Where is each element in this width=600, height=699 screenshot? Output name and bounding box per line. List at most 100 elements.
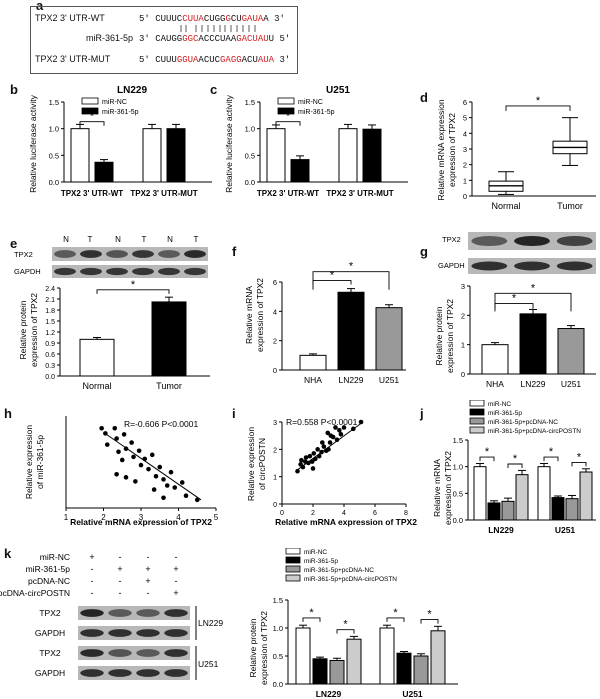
- data-point: [121, 432, 127, 437]
- condition-label: pcDNA-circPOSTN: [0, 588, 70, 598]
- condition-sign: -: [175, 552, 178, 562]
- bar: [579, 471, 593, 521]
- y-tick-label: 3: [461, 282, 465, 291]
- significance-bracket: [302, 617, 321, 622]
- data-point: [138, 462, 144, 468]
- data-point: [327, 440, 333, 445]
- data-point: [325, 430, 331, 436]
- sequence-segment: GGC: [182, 34, 199, 44]
- y-tick-label: 1: [461, 341, 465, 350]
- data-point: [172, 485, 178, 490]
- chart-e: N T N T N T TPX2 GAPDH Relative protein expressio…: [14, 235, 210, 391]
- y-axis-label-line2: expression of TPX2: [445, 299, 455, 373]
- significance-star: *: [349, 261, 354, 273]
- panel-b-label: b: [10, 82, 18, 97]
- blot-label: TPX2: [442, 235, 461, 244]
- bar: [70, 128, 90, 183]
- bar: [481, 344, 509, 375]
- lane-label: N: [63, 235, 69, 244]
- chart-c: U251 Relative luciferase activity 0.0 0.5 1.…: [224, 85, 408, 198]
- data-point: [168, 469, 174, 475]
- data-point: [183, 493, 189, 499]
- y-axis-label: Relative luciferase activity: [28, 94, 38, 193]
- x-tick-label: U251: [402, 689, 423, 699]
- blot-band: [514, 261, 550, 271]
- legend-swatch: [277, 107, 295, 115]
- chart-g: TPX2 GAPDH Relative protein expression of T…: [434, 232, 596, 389]
- y-tick-label: 1.0: [245, 125, 255, 134]
- data-point: [320, 440, 325, 445]
- y-axis-label-line2: expression of TPX2: [443, 451, 453, 525]
- data-point: [116, 449, 121, 455]
- y-tick-label: 2: [463, 161, 467, 170]
- blot-band: [136, 609, 160, 617]
- x-tick-label: 5: [214, 513, 219, 522]
- x-tick-label: Tumor: [156, 381, 182, 391]
- sequence-segment: A: [263, 14, 269, 24]
- y-tick-label: 2: [273, 337, 277, 346]
- y-tick-label: 0: [273, 366, 277, 375]
- y-tick-label: 0.6: [45, 352, 55, 359]
- blot-label: GAPDH: [438, 261, 465, 270]
- data-point: [310, 466, 316, 471]
- x-tick-label: U251: [379, 375, 400, 385]
- legend-label: miR-361-5p+pcDNA-circPOSTN: [488, 428, 581, 435]
- chart-i: 0 2 4 6 8 0 1 2 3 R=0.558 P<0.0001 Relative mRNA e…: [246, 417, 417, 527]
- bar: [430, 630, 446, 685]
- sequence-segment: CUUUC: [155, 14, 183, 24]
- blot-label: TPX2: [39, 648, 61, 658]
- x-tick-label: 2: [101, 513, 106, 522]
- chart-b: LN229 Relative luciferase activity 0.0 0.5 1…: [28, 85, 212, 198]
- y-tick-label: 0.3: [45, 363, 55, 370]
- significance-star: *: [536, 95, 541, 107]
- blot-band: [80, 649, 104, 657]
- data-point: [179, 480, 185, 485]
- data-point: [338, 432, 344, 437]
- data-point: [341, 425, 347, 430]
- blot-band: [158, 250, 180, 258]
- panel-i-label: i: [232, 406, 236, 421]
- panel-k-label: k: [4, 546, 12, 561]
- y-axis-label: Relative mRNA: [432, 459, 442, 517]
- legend-label: miR-361-5p+pcDNA-NC: [488, 419, 558, 426]
- y-axis-label-line2: expression of TPX2: [259, 611, 269, 685]
- sequence-text: 5' CUUUGGUAACUCGAGGACUAUA 3': [139, 55, 290, 65]
- data-point: [194, 497, 200, 503]
- x-tick-label: LN229: [316, 689, 342, 699]
- data-point: [161, 495, 166, 501]
- condition-sign: -: [119, 576, 122, 586]
- data-point: [321, 444, 327, 449]
- sequence-segment: CUGG: [203, 14, 226, 24]
- y-tick-label: 1.5: [245, 98, 255, 107]
- panel-d-label: d: [420, 90, 428, 105]
- y-tick-label: 0.0: [245, 178, 255, 187]
- x-tick-label: LN229: [338, 375, 363, 385]
- bar: [515, 474, 529, 521]
- blot-band: [106, 267, 128, 276]
- y-tick-label: 1.0: [49, 125, 59, 134]
- sequence-segment: GAUA: [241, 14, 264, 24]
- y-tick-label: 2: [273, 447, 277, 454]
- significance-bracket-2: [571, 461, 587, 467]
- significance-bracket: [479, 456, 495, 462]
- x-tick-label: Tumor: [557, 201, 583, 211]
- blot-band: [184, 250, 206, 258]
- sequence-text: 5' CUUUCCUUACUGGGCUGAUAA 3': [139, 14, 285, 24]
- bar: [362, 128, 382, 183]
- y-tick-label: 2.4: [45, 286, 55, 293]
- blot-k: miR-NC + - - - miR-361-5p - + + + pcDNA-NC - - + - pcDN…: [0, 552, 223, 680]
- legend-label: miR-361-5p: [102, 109, 139, 116]
- sequence-row: TPX2 3' UTR-MUT 5' CUUUGGUAACUCGAGGACUAUA…: [35, 54, 290, 65]
- data-point: [146, 466, 151, 472]
- blot-band: [106, 250, 128, 258]
- data-point: [99, 425, 104, 431]
- blot-strip: [78, 606, 190, 620]
- condition-label: miR-361-5p: [26, 564, 71, 574]
- panel-f-label: f: [232, 244, 237, 259]
- y-axis-label-line2: expression of TPX2: [447, 113, 457, 187]
- x-tick-label: LN229: [488, 525, 514, 535]
- x-tick-label: 0: [280, 510, 284, 517]
- y-tick-label: 0.0: [49, 178, 59, 187]
- chart-j: Relative mRNA expression of TPX2 0.0 0.5 1.0…: [432, 400, 596, 535]
- sequence-end-label: 5': [274, 34, 291, 44]
